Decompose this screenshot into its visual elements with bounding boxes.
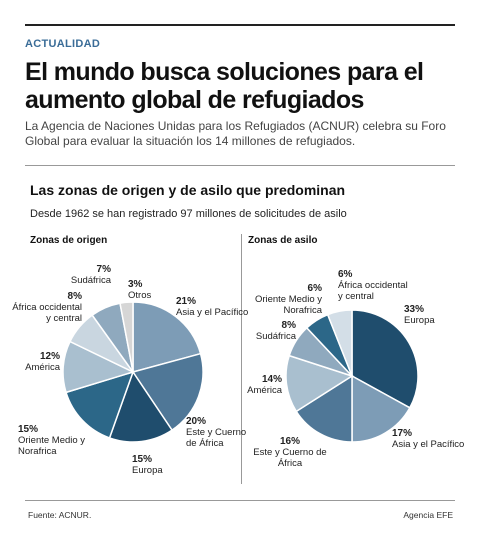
value-label: 21% <box>176 296 197 307</box>
divider <box>25 165 455 166</box>
top-rule <box>25 24 455 26</box>
category-label: Sudáfrica <box>70 275 111 286</box>
pie-title: Zonas de origen <box>30 235 108 246</box>
value-label: 6% <box>307 283 322 294</box>
section-label: ACTUALIDAD <box>25 38 101 50</box>
slice-label: 15% Europa <box>132 454 182 476</box>
slice-label: 15% Oriente Medio y Norafrica <box>18 424 90 457</box>
value-label: 3% <box>128 279 143 290</box>
category-label: Oriente Medio y Norafrica <box>18 435 86 457</box>
value-label: 8% <box>281 320 296 331</box>
pie-slice <box>65 370 135 439</box>
bottom-rule <box>25 500 455 501</box>
section-title: Las zonas de origen y de asilo que predo… <box>30 182 346 198</box>
pie-slice <box>285 354 354 413</box>
category-label: América <box>247 385 282 396</box>
category-label: África occidental y central <box>12 302 82 324</box>
subtitle: La Agencia de Naciones Unidas para los R… <box>25 119 446 148</box>
category-label: Este y Cuerno de África <box>253 447 327 469</box>
value-label: 8% <box>67 291 82 302</box>
pie-title: Zonas de asilo <box>248 235 318 246</box>
value-label: 15% <box>132 454 153 465</box>
slice-label: 12% América <box>10 351 60 373</box>
headline: El mundo busca soluciones para el aument… <box>25 58 424 114</box>
slice-label: 8% África occidental y central <box>10 291 82 324</box>
source: Fuente: ACNUR. <box>28 510 92 520</box>
slice-label: 3% Otros <box>128 279 168 301</box>
pie-slice <box>132 301 202 373</box>
category-label: Asia y el Pacífico <box>392 439 465 450</box>
value-label: 7% <box>96 264 111 275</box>
value-label: 12% <box>39 351 60 362</box>
vertical-divider <box>241 234 242 484</box>
value-label: 17% <box>392 428 413 439</box>
value-label: 33% <box>404 304 425 315</box>
pie-slice <box>351 309 419 409</box>
slice-label: 16% Este y Cuerno de África <box>252 436 328 469</box>
category-label: África occidental y central <box>338 280 408 302</box>
category-label: Europa <box>404 315 435 326</box>
category-label: América <box>25 362 60 373</box>
slice-label: 8% Sudáfrica <box>240 320 296 342</box>
slice-label: 6% Oriente Medio y Norafrica <box>252 283 322 316</box>
pie-slice <box>108 370 174 443</box>
value-label: 16% <box>279 436 300 447</box>
slice-label: 7% Sudáfrica <box>55 264 111 286</box>
credit: Agencia EFE <box>403 510 453 520</box>
slice-label: 20% Este y Cuerno de África <box>186 416 256 449</box>
category-label: Asia y el Pacífico <box>176 307 249 318</box>
pie-slice <box>326 309 353 377</box>
value-label: 15% <box>18 424 39 435</box>
value-label: 14% <box>261 374 282 385</box>
category-label: Europa <box>132 465 163 476</box>
category-label: Sudáfrica <box>255 331 296 342</box>
pie-slice <box>131 352 204 432</box>
value-label: 6% <box>338 269 353 280</box>
value-label: 20% <box>186 416 207 427</box>
pie-slice <box>351 374 411 443</box>
category-label: Este y Cuerno de África <box>186 427 247 449</box>
section-subtitle: Desde 1962 se han registrado 97 millones… <box>30 208 347 220</box>
category-label: Oriente Medio y Norafrica <box>254 294 322 316</box>
slice-label: 17% Asia y el Pacífico <box>392 428 472 450</box>
slice-label: 14% América <box>230 374 282 396</box>
category-label: Otros <box>128 290 152 301</box>
slice-label: 33% Europa <box>404 304 454 326</box>
slice-label: 21% Asia y el Pacífico <box>176 296 256 318</box>
pie-slice <box>295 374 353 443</box>
slice-label: 6% África occidental y central <box>338 269 408 302</box>
pie-slice <box>119 301 134 373</box>
